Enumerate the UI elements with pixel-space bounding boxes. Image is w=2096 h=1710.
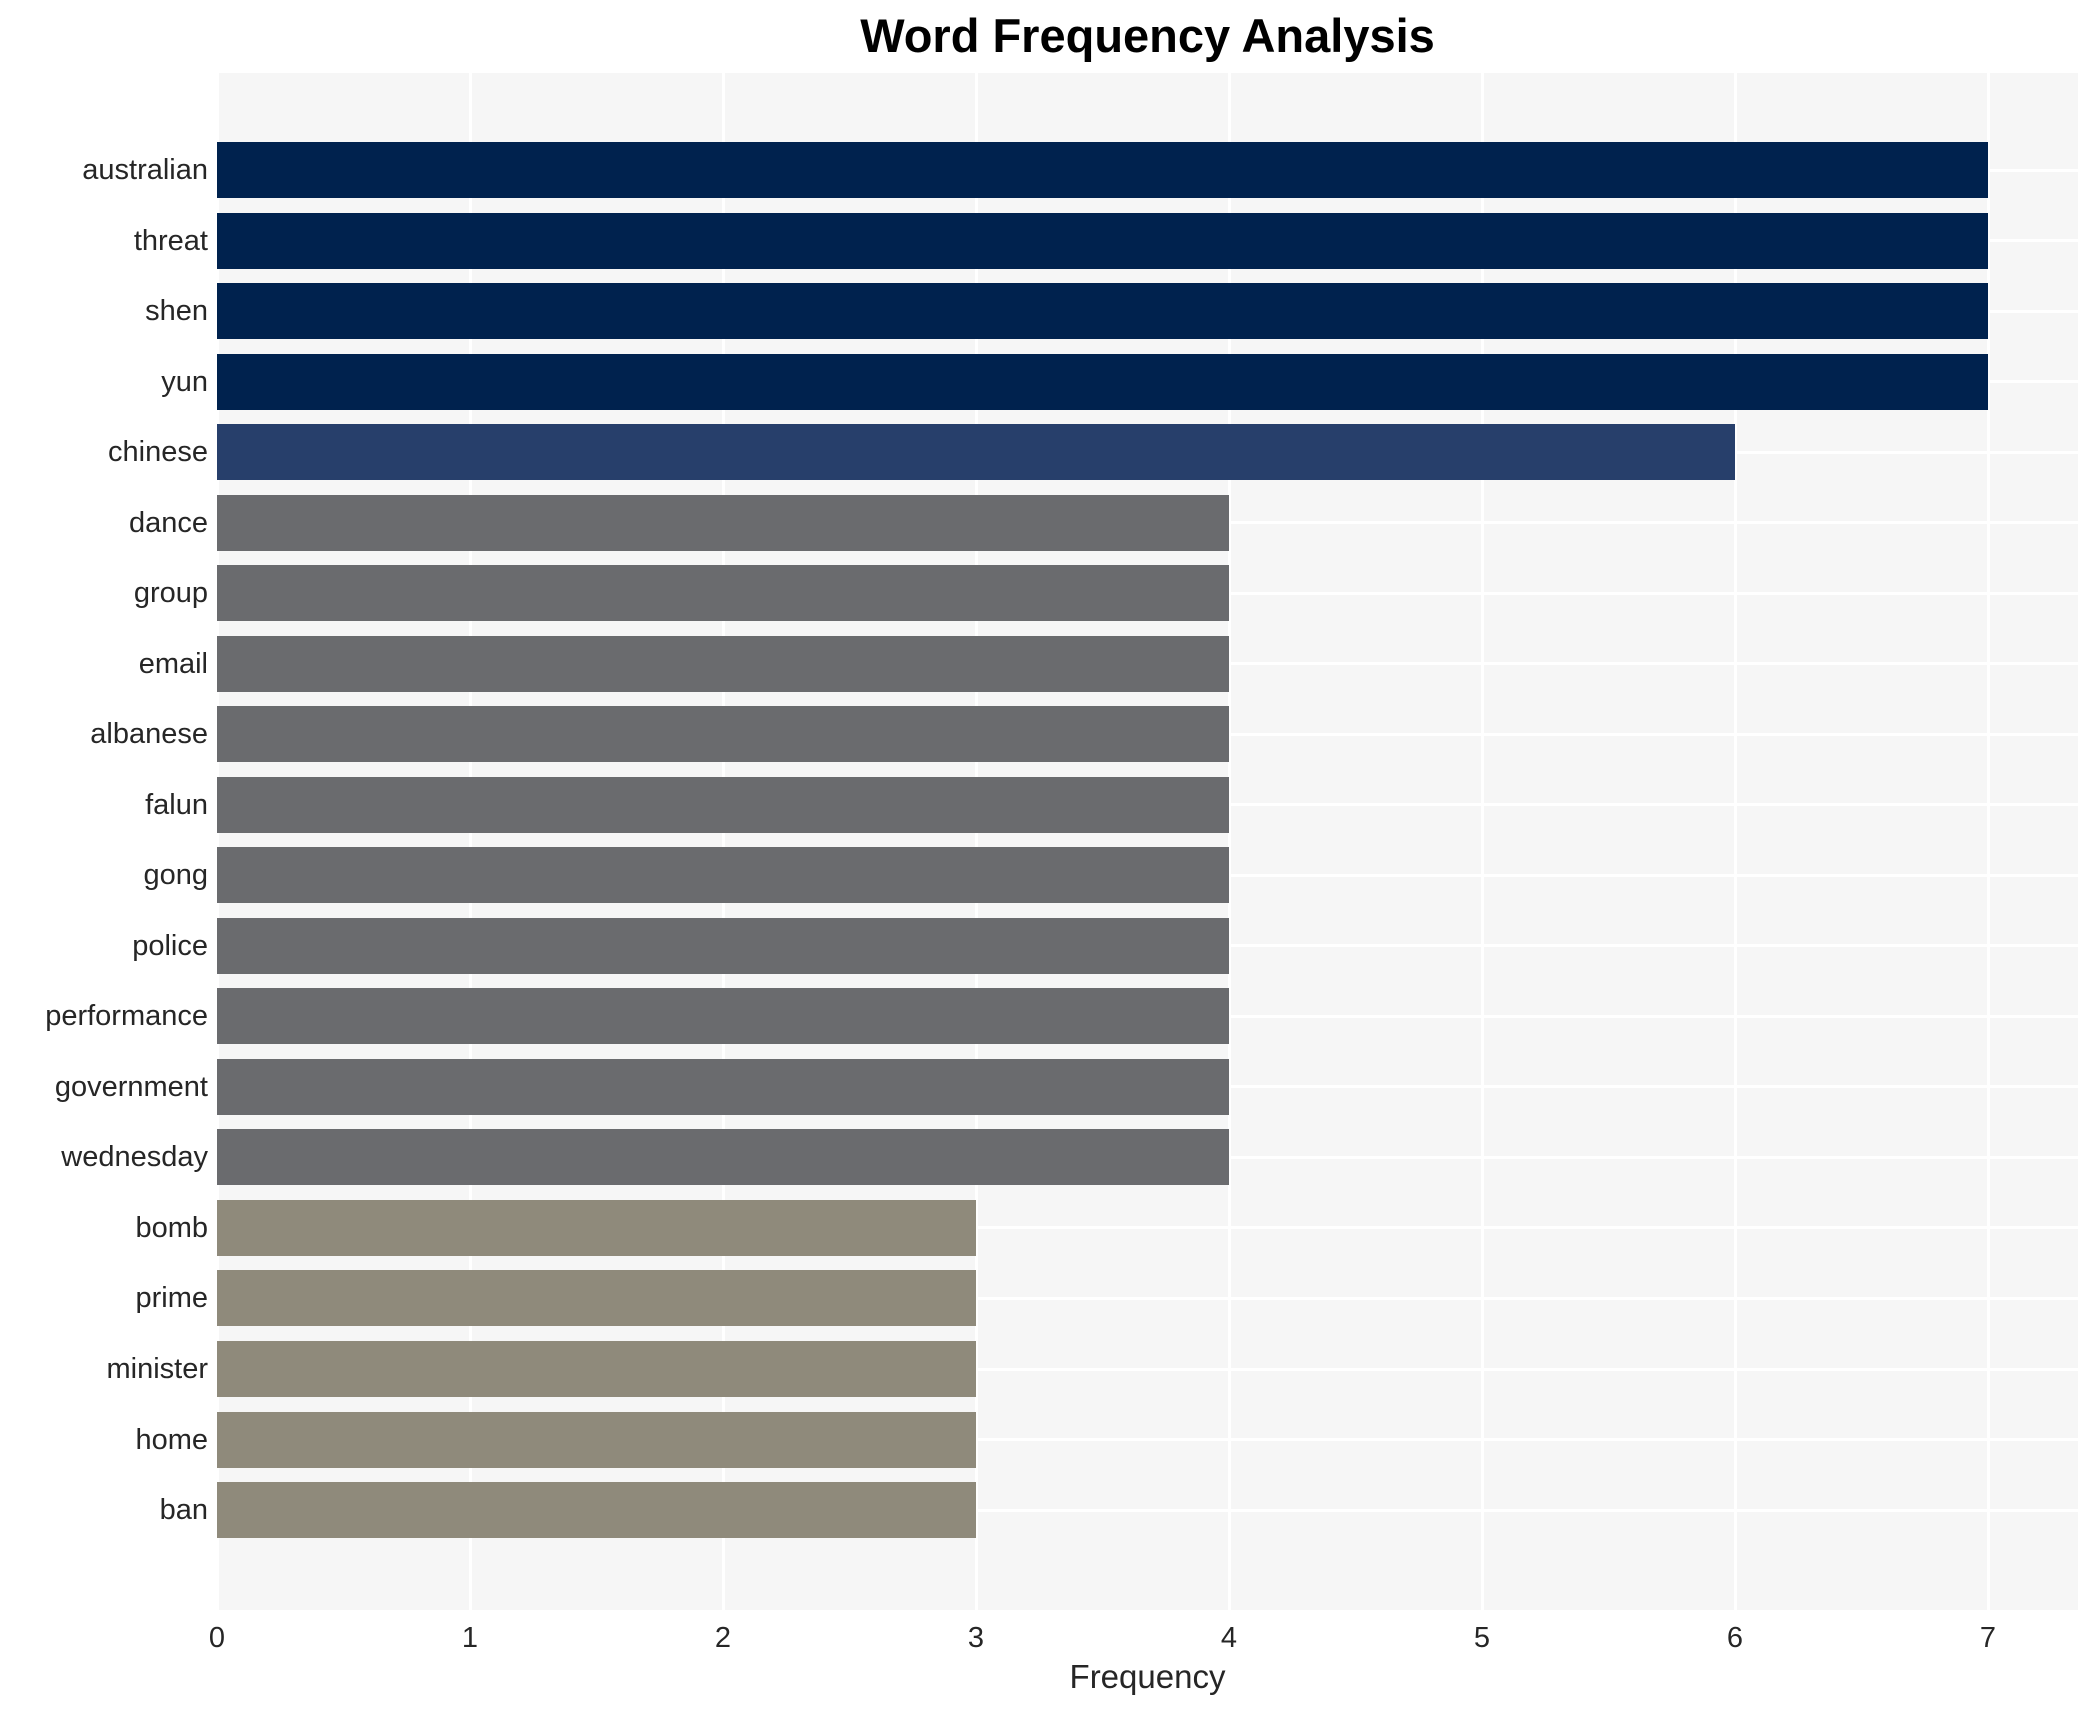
gridline-x (1733, 73, 1737, 1610)
gridline-x (1480, 73, 1484, 1610)
bar-falun (217, 776, 1229, 833)
bar-shen (217, 283, 1988, 340)
gridline-y (217, 1438, 2078, 1442)
y-tick-label-shen: shen (145, 295, 208, 328)
y-tick-label-falun: falun (145, 788, 208, 821)
gridline-x (1227, 73, 1231, 1610)
y-tick-label-government: government (54, 1070, 208, 1103)
gridline-y (217, 1296, 2078, 1300)
bar-performance (217, 988, 1229, 1045)
x-tick-label-3: 3 (967, 1622, 985, 1654)
bar-dance (217, 494, 1229, 551)
gridline-x (468, 73, 472, 1610)
y-tick-label-group: group (133, 577, 208, 610)
gridline-y (217, 1226, 2078, 1230)
bar-police (217, 917, 1229, 974)
plot-area (215, 73, 2078, 1610)
bar-government (217, 1058, 1229, 1115)
bar-ban (217, 1482, 976, 1539)
bar-australian (217, 142, 1988, 198)
bar-yun (217, 353, 1988, 410)
x-tick-label-4: 4 (1220, 1622, 1238, 1654)
y-tick-label-chinese: chinese (108, 436, 208, 469)
x-tick-label-0: 0 (208, 1622, 226, 1654)
y-tick-label-threat: threat (133, 224, 208, 257)
bar-gong (217, 847, 1229, 904)
bar-minister (217, 1341, 976, 1397)
y-tick-label-ban: ban (159, 1494, 208, 1527)
gridline-y (217, 1367, 2078, 1371)
gridline-x (721, 73, 725, 1610)
bar-bomb (217, 1199, 976, 1256)
y-tick-label-bomb: bomb (135, 1211, 208, 1244)
bar-albanese (217, 706, 1229, 763)
y-tick-label-gong: gong (143, 859, 208, 892)
y-tick-label-albanese: albanese (90, 718, 208, 751)
x-axis-label: Frequency (1069, 1658, 1226, 1695)
bar-email (217, 635, 1229, 692)
bar-threat (217, 212, 1988, 269)
gridline-y (217, 1508, 2078, 1512)
y-tick-label-email: email (138, 647, 208, 680)
gridline-x (215, 73, 219, 1610)
x-tick-label-5: 5 (1473, 1622, 1491, 1654)
gridline-x (974, 73, 978, 1610)
y-tick-label-prime: prime (135, 1282, 208, 1315)
x-tick-label-1: 1 (461, 1622, 479, 1654)
y-tick-label-australian: australian (82, 154, 208, 186)
y-tick-label-wednesday: wednesday (61, 1141, 208, 1174)
x-tick-label-7: 7 (1979, 1622, 1997, 1654)
bar-home (217, 1411, 976, 1468)
y-tick-label-dance: dance (128, 506, 208, 539)
bar-prime (217, 1270, 976, 1327)
y-tick-label-minister: minister (106, 1353, 208, 1385)
y-tick-label-police: police (132, 929, 208, 962)
gridline-x (1986, 73, 1990, 1610)
chart-title: Word Frequency Analysis (860, 9, 1435, 62)
bar-chinese (217, 424, 1735, 481)
y-tick-label-performance: performance (45, 1000, 208, 1033)
bar-wednesday (217, 1129, 1229, 1186)
x-tick-label-6: 6 (1726, 1622, 1744, 1654)
y-tick-label-yun: yun (161, 365, 208, 398)
x-tick-label-2: 2 (714, 1622, 732, 1654)
y-tick-label-home: home (135, 1423, 208, 1456)
bar-group (217, 565, 1229, 622)
